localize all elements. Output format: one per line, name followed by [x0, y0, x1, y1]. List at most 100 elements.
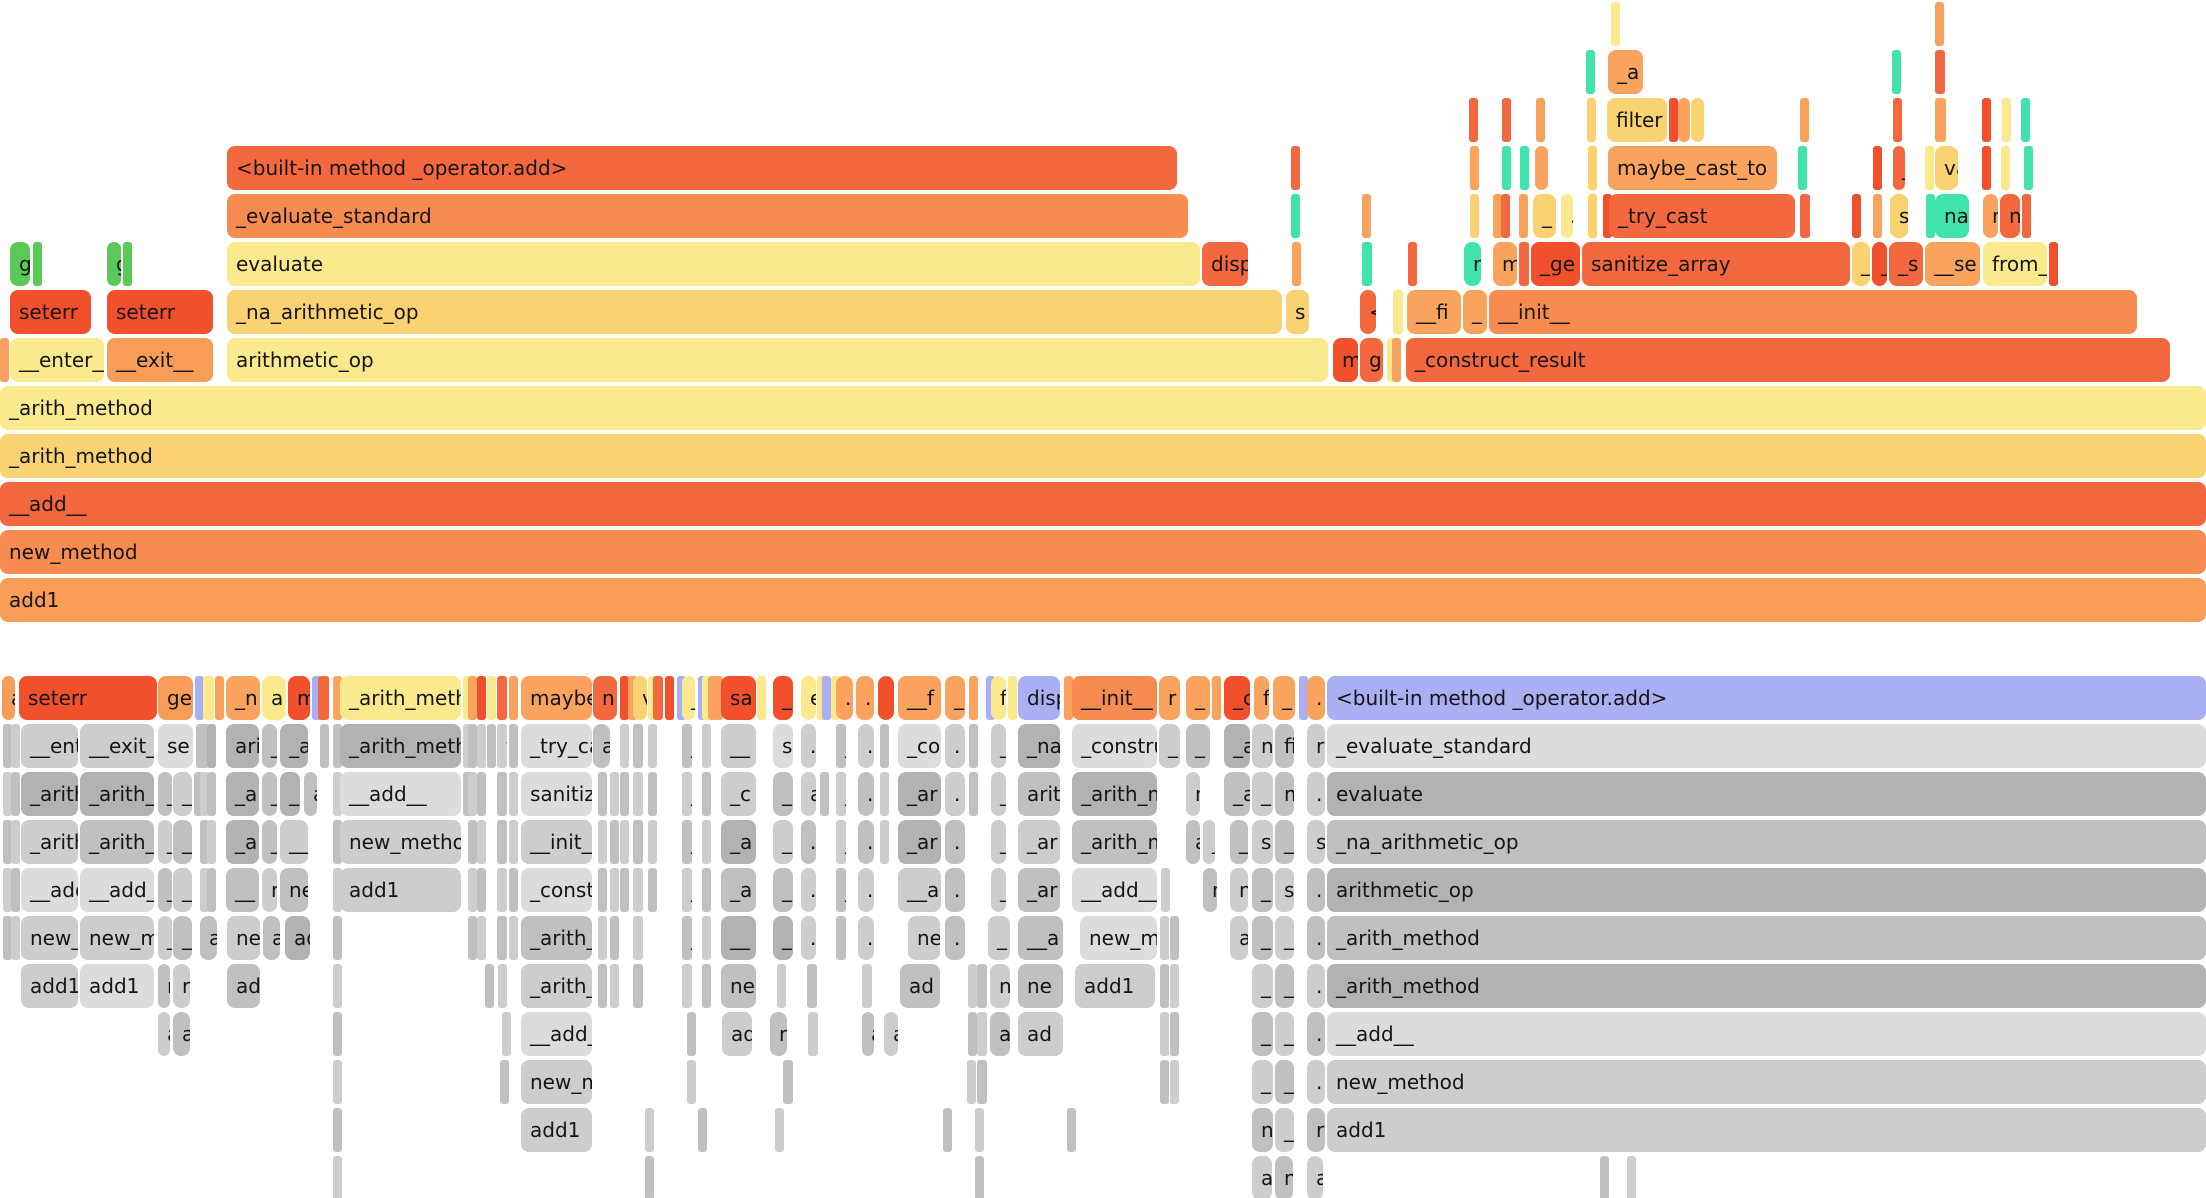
frame-_na_arithmetic_op[interactable]: _na_arithmetic_op — [227, 290, 1282, 334]
frame-sliver[interactable]: . — [1307, 868, 1325, 912]
frame-fi[interactable]: fi — [1275, 724, 1294, 768]
frame-_[interactable] — [969, 724, 978, 768]
frame-sliver[interactable] — [975, 1108, 984, 1152]
frame-__init__[interactable]: __init__ — [1489, 290, 2137, 334]
frame-__enter__[interactable]: __enter__ — [10, 338, 104, 382]
frame-sliver[interactable] — [1212, 676, 1221, 720]
frame-_[interactable]: _ — [682, 676, 695, 720]
frame-sliver[interactable] — [477, 676, 486, 720]
frame-arithmetic_op[interactable]: arithmetic_op — [1018, 772, 1060, 816]
frame-_[interactable]: _ — [262, 820, 277, 864]
frame-sliver[interactable]: . — [497, 820, 507, 864]
frame-add1[interactable]: add1 — [340, 868, 461, 912]
frame-sliver[interactable] — [968, 964, 977, 1008]
frame-sliver[interactable]: . — [801, 916, 816, 960]
frame-sliver[interactable] — [648, 772, 657, 816]
frame-sliver[interactable] — [1892, 50, 1901, 94]
frame-new_method[interactable]: new_method — [1080, 916, 1157, 960]
frame-sliver[interactable] — [0, 338, 9, 382]
frame-_arith_method[interactable]: _arith_method — [1072, 820, 1157, 864]
frame-n[interactable]: n — [1186, 772, 1200, 816]
frame-sliver[interactable]: . — [801, 868, 816, 912]
frame-__add__[interactable]: __add__ — [80, 868, 154, 912]
frame-sliver[interactable]: . — [945, 916, 965, 960]
frame-sliver[interactable] — [702, 868, 711, 912]
frame-r[interactable]: r — [633, 724, 643, 768]
frame-sliver[interactable] — [2022, 194, 2031, 238]
frame-__add__[interactable]: __add__ — [21, 868, 78, 912]
frame-ne[interactable]: ne — [721, 964, 756, 1008]
frame-__init__[interactable]: __init__ — [1072, 676, 1157, 720]
frame-sliver[interactable] — [123, 242, 132, 286]
frame-ad[interactable]: ad — [722, 1012, 752, 1056]
frame-a[interactable]: a — [1186, 820, 1200, 864]
frame-sliver[interactable] — [1982, 98, 1991, 142]
frame-_ar[interactable]: _ar — [898, 820, 941, 864]
frame-sa[interactable]: sa — [721, 676, 756, 720]
frame-sliver[interactable] — [1586, 50, 1595, 94]
frame-sliver[interactable]: . — [836, 916, 846, 960]
frame-sliver[interactable]: . — [1307, 772, 1325, 816]
frame-add1[interactable]: add1 — [1075, 964, 1155, 1008]
frame-sliver[interactable] — [702, 964, 711, 1008]
frame-sliver[interactable] — [3, 868, 12, 912]
frame-sliver[interactable]: < — [1800, 194, 1810, 238]
frame-r[interactable] — [502, 1012, 511, 1056]
frame-sliver[interactable] — [468, 868, 477, 912]
frame-a[interactable]: a — [808, 1012, 818, 1056]
frame-ge[interactable]: ge — [158, 676, 193, 720]
frame-sliver[interactable] — [1501, 194, 1510, 238]
frame-add1[interactable]: add1 — [521, 1108, 592, 1152]
frame-r[interactable]: r — [1307, 1108, 1325, 1152]
frame-__exit__[interactable]: __exit__ — [80, 724, 154, 768]
frame-sliver[interactable] — [200, 724, 209, 768]
frame-_construct[interactable]: _construct — [1072, 724, 1157, 768]
frame-a[interactable]: a — [801, 772, 816, 816]
frame-sliver[interactable] — [967, 1060, 976, 1104]
frame-sliver[interactable] — [702, 676, 711, 720]
frame-sanitize_array[interactable]: sanitize_array — [521, 772, 592, 816]
frame-sliver[interactable] — [477, 820, 486, 864]
frame-r[interactable]: r — [497, 676, 507, 720]
frame-sliver[interactable] — [714, 676, 723, 720]
frame-sanitize_array[interactable]: sanitize_array — [1582, 242, 1850, 286]
frame-_[interactable]: _ — [1463, 290, 1487, 334]
frame-sliver[interactable] — [11, 916, 20, 960]
frame-sliver[interactable] — [468, 820, 477, 864]
frame-sliver[interactable] — [509, 916, 518, 960]
frame-sliver[interactable] — [1600, 1156, 1609, 1198]
frame-sliver[interactable] — [598, 772, 607, 816]
frame-_a[interactable]: _a — [721, 820, 756, 864]
frame-sliver[interactable] — [1292, 242, 1301, 286]
frame-a[interactable]: a — [158, 1012, 170, 1056]
frame-_[interactable]: _ — [682, 772, 692, 816]
frame-sliver[interactable] — [1502, 98, 1511, 142]
frame-sliver[interactable] — [977, 1060, 987, 1104]
frame-sliver[interactable]: . — [836, 676, 853, 720]
frame-_evaluate_standard[interactable]: _evaluate_standard — [1327, 724, 2206, 768]
frame-v[interactable]: v — [633, 676, 647, 720]
frame-r[interactable]: r — [1464, 242, 1481, 286]
frame-_[interactable]: _ — [773, 820, 793, 864]
frame-sliver[interactable] — [620, 820, 629, 864]
frame-_[interactable]: _ — [173, 868, 192, 912]
frame-maybe_cast[interactable]: maybe_cast — [521, 676, 592, 720]
frame-sliver[interactable] — [648, 868, 657, 912]
frame-_[interactable]: _ — [173, 916, 192, 960]
frame-_[interactable]: _ — [1533, 194, 1556, 238]
frame-sliver[interactable] — [1873, 194, 1882, 238]
frame-__enter__[interactable]: __enter__ — [21, 724, 78, 768]
frame-_arith_method[interactable]: _arith_method — [1072, 772, 1157, 816]
frame-_arith_method[interactable]: _arith_method — [521, 964, 592, 1008]
frame-r[interactable]: r — [173, 964, 190, 1008]
frame-sliver[interactable] — [1469, 98, 1478, 142]
frame-_arith_method[interactable]: _arith_method — [0, 434, 2206, 478]
frame-sliver[interactable] — [1588, 146, 1597, 190]
frame-sliver[interactable] — [3, 820, 12, 864]
frame-__[interactable]: __ — [226, 868, 259, 912]
frame-new_method[interactable]: new_method — [80, 916, 154, 960]
frame-sliver[interactable] — [1362, 242, 1372, 286]
frame-sliver[interactable] — [509, 772, 518, 816]
frame-sliver[interactable]: . — [203, 676, 214, 720]
frame-sliver[interactable] — [610, 964, 619, 1008]
